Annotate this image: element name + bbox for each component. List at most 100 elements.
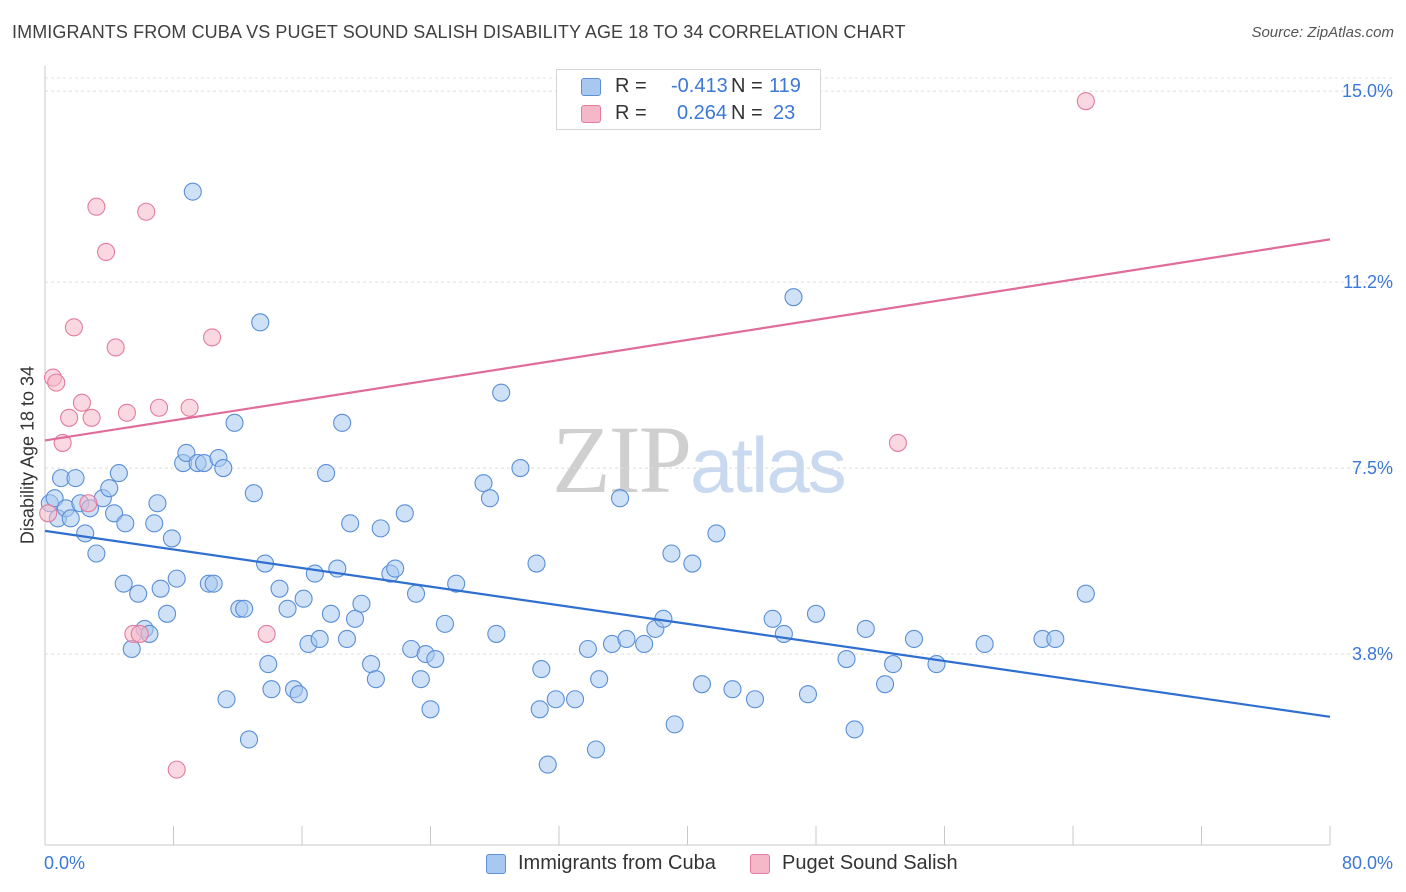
trend-line-cuba	[44, 529, 1331, 718]
point-cuba	[345, 609, 365, 628]
point-salish	[82, 408, 101, 427]
tick-labels: 3.8% 7.5% 11.2% 15.0% 0.0% 80.0%	[44, 81, 1393, 873]
y-tick-label: 15.0%	[1342, 81, 1393, 101]
point-cuba	[692, 675, 712, 694]
point-cuba	[66, 469, 85, 488]
point-cuba	[876, 675, 895, 694]
point-cuba	[530, 700, 549, 719]
correlation-legend: R = -0.413 N = 119 R = 0.264 N = 23	[556, 69, 821, 130]
point-cuba	[1076, 584, 1095, 603]
point-cuba	[662, 544, 681, 563]
point-cuba	[305, 564, 324, 583]
y-tick-label: 11.2%	[1343, 272, 1393, 292]
legend-label: Puget Sound Salish	[782, 852, 958, 874]
point-cuba	[317, 464, 336, 483]
point-cuba	[214, 459, 233, 478]
point-salish	[79, 494, 98, 513]
point-cuba	[341, 514, 360, 533]
point-cuba	[105, 504, 124, 523]
point-cuba	[225, 413, 244, 432]
point-salish	[257, 624, 276, 643]
point-cuba	[76, 524, 95, 543]
point-cuba	[723, 680, 742, 699]
data-points	[39, 92, 1095, 779]
point-cuba	[798, 685, 818, 704]
point-salish	[96, 242, 116, 262]
trend-line-salish	[44, 238, 1331, 442]
point-cuba	[474, 474, 493, 493]
point-salish	[888, 433, 907, 452]
point-cuba	[511, 459, 530, 478]
point-cuba	[538, 755, 557, 774]
x-tick-label: 80.0%	[1342, 853, 1393, 873]
point-cuba	[837, 649, 856, 669]
point-cuba	[492, 383, 511, 402]
point-cuba	[129, 584, 148, 603]
legend-swatch-salish	[581, 105, 601, 123]
point-cuba	[975, 634, 994, 654]
point-cuba	[774, 624, 793, 643]
point-cuba	[610, 489, 630, 508]
chart-title: IMMIGRANTS FROM CUBA VS PUGET SOUND SALI…	[12, 22, 906, 42]
point-salish	[87, 197, 106, 216]
point-cuba	[487, 624, 506, 643]
point-cuba	[546, 690, 565, 709]
point-cuba	[270, 579, 289, 598]
y-tick-label: 7.5%	[1352, 458, 1393, 478]
point-cuba	[148, 494, 167, 513]
point-cuba	[217, 690, 236, 709]
point-cuba	[337, 629, 357, 648]
point-salish	[117, 403, 136, 422]
point-cuba	[116, 514, 135, 533]
point-cuba	[321, 604, 340, 623]
point-cuba	[590, 670, 609, 689]
point-cuba	[411, 670, 430, 689]
point-cuba	[395, 504, 414, 523]
point-salish	[47, 373, 66, 392]
point-cuba	[151, 579, 170, 598]
point-cuba	[259, 655, 278, 674]
point-salish	[137, 202, 156, 221]
point-cuba	[109, 464, 128, 483]
point-cuba	[784, 288, 803, 307]
point-cuba	[527, 554, 546, 573]
point-salish	[149, 398, 169, 417]
point-cuba	[61, 509, 80, 528]
point-cuba	[578, 639, 597, 659]
legend-r-value: 0.264	[677, 102, 728, 124]
point-cuba	[45, 489, 64, 508]
source-credit: Source: ZipAtlas.com	[1251, 24, 1394, 41]
point-salish	[1076, 92, 1095, 111]
point-cuba	[586, 740, 605, 759]
point-cuba	[371, 519, 390, 538]
legend-label: Immigrants from Cuba	[518, 852, 716, 874]
point-cuba	[333, 413, 352, 432]
point-salish	[39, 504, 58, 523]
legend-n-label: N =	[731, 75, 763, 97]
point-cuba	[289, 685, 308, 704]
point-cuba	[352, 594, 371, 613]
legend-n-value: 119	[769, 75, 801, 97]
point-cuba	[617, 629, 636, 648]
point-cuba	[707, 524, 726, 543]
point-salish	[106, 338, 125, 357]
point-cuba	[145, 514, 164, 533]
gridlines	[45, 77, 1392, 655]
point-salish	[203, 328, 222, 347]
point-cuba	[421, 700, 440, 719]
point-salish	[130, 624, 149, 643]
point-cuba	[87, 544, 106, 563]
point-cuba	[262, 680, 281, 699]
point-cuba	[278, 599, 297, 618]
point-cuba	[251, 313, 270, 332]
point-cuba	[177, 443, 196, 463]
legend-n-label: N =	[731, 102, 763, 124]
point-cuba	[122, 639, 141, 659]
point-cuba	[114, 574, 133, 593]
legend-swatch-cuba	[486, 854, 506, 874]
point-cuba	[884, 655, 903, 674]
point-cuba	[426, 649, 445, 669]
point-cuba	[310, 629, 329, 648]
point-cuba	[763, 609, 782, 628]
point-cuba	[665, 715, 684, 734]
